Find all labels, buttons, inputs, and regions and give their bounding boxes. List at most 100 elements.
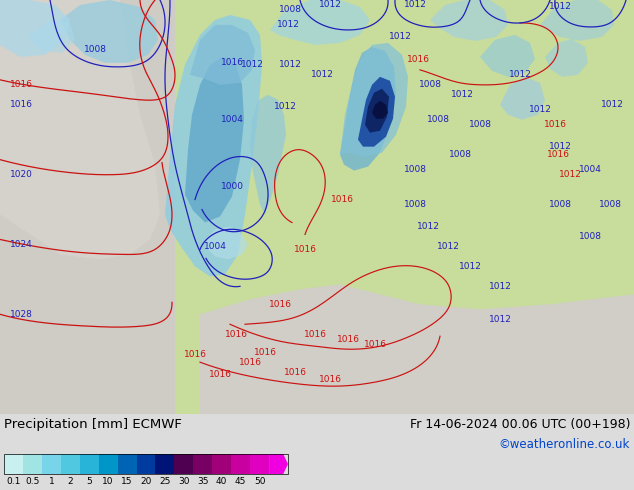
Bar xyxy=(155,454,174,474)
Text: 50: 50 xyxy=(254,477,266,486)
Polygon shape xyxy=(270,0,370,45)
Bar xyxy=(212,454,231,474)
Text: 1016: 1016 xyxy=(318,375,342,384)
Text: 1008: 1008 xyxy=(427,115,450,124)
Text: 1012: 1012 xyxy=(404,0,427,9)
Polygon shape xyxy=(269,454,288,474)
Text: 20: 20 xyxy=(140,477,152,486)
Text: 1008: 1008 xyxy=(403,165,427,174)
Text: 35: 35 xyxy=(197,477,209,486)
Polygon shape xyxy=(185,57,244,222)
Text: 1012: 1012 xyxy=(318,0,342,9)
Polygon shape xyxy=(358,77,395,147)
Text: 1004: 1004 xyxy=(221,115,243,124)
Text: 1012: 1012 xyxy=(559,170,581,179)
Polygon shape xyxy=(500,77,545,120)
Text: 1012: 1012 xyxy=(389,32,411,42)
Text: 1016: 1016 xyxy=(337,335,359,343)
Text: 25: 25 xyxy=(159,477,171,486)
Text: 1016: 1016 xyxy=(209,369,231,379)
Text: 1000: 1000 xyxy=(221,182,243,191)
Text: 1012: 1012 xyxy=(548,2,571,11)
Text: 1008: 1008 xyxy=(469,120,491,129)
Text: 1012: 1012 xyxy=(489,282,512,291)
Text: 30: 30 xyxy=(178,477,190,486)
Text: 1012: 1012 xyxy=(437,242,460,251)
Text: 1008: 1008 xyxy=(578,232,602,241)
Text: 1016: 1016 xyxy=(330,195,354,204)
Text: 1020: 1020 xyxy=(10,170,33,179)
Polygon shape xyxy=(150,0,634,414)
Text: 1008: 1008 xyxy=(418,80,441,89)
Bar xyxy=(4,454,23,474)
Text: 1008: 1008 xyxy=(84,46,107,54)
Polygon shape xyxy=(430,0,508,41)
Bar xyxy=(193,454,212,474)
Bar xyxy=(0,0,175,414)
Bar xyxy=(42,454,61,474)
Text: 15: 15 xyxy=(121,477,133,486)
Text: 1016: 1016 xyxy=(547,150,569,159)
Polygon shape xyxy=(190,25,255,85)
Text: 1012: 1012 xyxy=(417,222,439,231)
Text: 1012: 1012 xyxy=(489,315,512,324)
Bar xyxy=(99,454,117,474)
Bar xyxy=(250,454,269,474)
Polygon shape xyxy=(205,226,248,259)
Text: 0.1: 0.1 xyxy=(6,477,21,486)
Text: 1008: 1008 xyxy=(598,200,621,209)
Text: 1008: 1008 xyxy=(548,200,571,209)
Polygon shape xyxy=(0,0,70,57)
Text: 1016: 1016 xyxy=(543,120,567,129)
Polygon shape xyxy=(540,0,614,41)
Text: 1004: 1004 xyxy=(579,165,602,174)
Text: 1012: 1012 xyxy=(273,102,297,111)
Bar xyxy=(231,454,250,474)
Polygon shape xyxy=(372,101,388,119)
Text: 1008: 1008 xyxy=(278,5,302,15)
Text: 1012: 1012 xyxy=(278,60,301,70)
Bar xyxy=(174,454,193,474)
Text: Precipitation [mm] ECMWF: Precipitation [mm] ECMWF xyxy=(4,418,182,431)
Bar xyxy=(117,454,136,474)
Text: 45: 45 xyxy=(235,477,247,486)
Polygon shape xyxy=(30,20,75,53)
Text: 1012: 1012 xyxy=(548,142,571,151)
Bar xyxy=(80,454,99,474)
Polygon shape xyxy=(200,284,634,414)
Text: 1016: 1016 xyxy=(10,100,33,109)
Polygon shape xyxy=(165,15,262,276)
Text: 0.5: 0.5 xyxy=(25,477,39,486)
Text: 1012: 1012 xyxy=(240,60,264,70)
Text: 1012: 1012 xyxy=(600,100,623,109)
Text: 1016: 1016 xyxy=(304,330,327,339)
Polygon shape xyxy=(365,89,389,133)
Polygon shape xyxy=(340,47,396,171)
Text: 1: 1 xyxy=(48,477,55,486)
Text: 1016: 1016 xyxy=(269,300,292,309)
Text: Fr 14-06-2024 00.06 UTC (00+198): Fr 14-06-2024 00.06 UTC (00+198) xyxy=(410,418,630,431)
Bar xyxy=(136,454,155,474)
Polygon shape xyxy=(250,95,286,215)
Polygon shape xyxy=(545,39,588,77)
Text: 1008: 1008 xyxy=(403,200,427,209)
Text: 1016: 1016 xyxy=(254,348,276,357)
Polygon shape xyxy=(60,0,158,63)
Text: 1004: 1004 xyxy=(204,242,226,251)
Text: 1012: 1012 xyxy=(529,105,552,114)
Polygon shape xyxy=(340,43,408,157)
Bar xyxy=(160,0,634,414)
Text: ©weatheronline.co.uk: ©weatheronline.co.uk xyxy=(498,438,630,451)
Bar xyxy=(61,454,80,474)
Text: 1016: 1016 xyxy=(283,368,306,377)
Text: 1016: 1016 xyxy=(224,330,247,339)
Text: 1024: 1024 xyxy=(10,240,33,249)
Bar xyxy=(23,454,42,474)
Polygon shape xyxy=(480,35,535,77)
Text: 1016: 1016 xyxy=(363,340,387,349)
Text: 1016: 1016 xyxy=(406,55,429,64)
Bar xyxy=(4,454,288,474)
Text: 1016: 1016 xyxy=(183,350,207,359)
Text: 1012: 1012 xyxy=(276,21,299,29)
Text: 1016: 1016 xyxy=(221,58,243,67)
